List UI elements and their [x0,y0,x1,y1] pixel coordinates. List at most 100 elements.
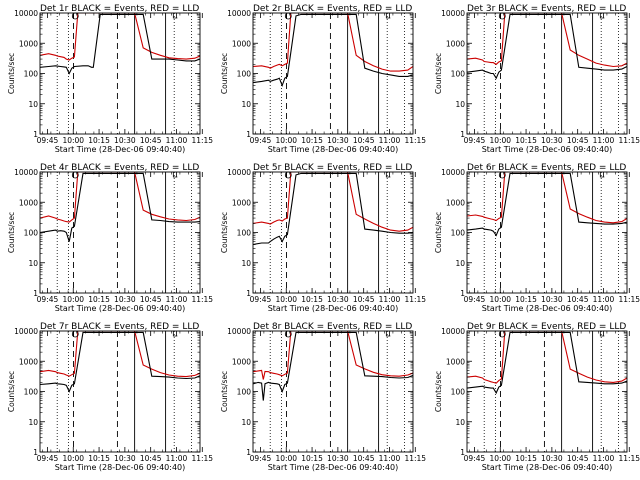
panel-det-1: Det 1r BLACK = Events, RED = LLD 1 10 100 10… [7,4,213,154]
y-axis-label: Counts/sec [220,371,229,412]
series-events [467,331,627,395]
x-tick-label: 09:45 [37,295,59,304]
marker-lines [483,172,619,293]
series-group [40,13,200,75]
panel-title: Det 5r BLACK = Events, RED = LLD [253,163,412,173]
y-tick-label: 10000 [227,327,251,336]
x-tick-label: 10:00 [275,454,297,463]
y-tick-label: 10000 [441,9,465,18]
series-events [253,13,413,88]
panel-title: Det 8r BLACK = Events, RED = LLD [253,322,412,332]
x-tick-label: 10:15 [301,136,323,145]
y-tick-label: 1 [460,448,465,457]
bracket-marker [599,13,605,19]
y-tick-label: 10 [455,259,465,268]
y-tick-label: 1 [33,289,38,298]
x-tick-label: 11:00 [593,295,615,304]
plot-frame [466,330,628,453]
y-tick-label: 10000 [227,168,251,177]
y-axis-label: Counts/sec [434,212,443,253]
x-tick-label: 09:45 [37,136,59,145]
x-tick-label: 11:00 [593,454,615,463]
plot-frame [252,330,414,453]
y-axis-label: Counts/sec [220,212,229,253]
marker-lines [269,331,405,452]
y-tick-label: 1000 [446,357,465,366]
y-tick-label: 1 [33,448,38,457]
y-tick-label: 100 [24,229,39,238]
y-axis-label: Counts/sec [220,53,229,94]
x-axis-label: Start Time (28-Dec-06 09:40:40) [55,304,186,313]
y-tick-label: 10 [28,418,38,427]
x-axis-label: Start Time (28-Dec-06 09:40:40) [482,463,613,472]
y-tick-label: 1 [460,130,465,139]
x-tick-label: 10:30 [327,136,349,145]
x-axis-label: Start Time (28-Dec-06 09:40:40) [268,145,399,154]
panel-det-8: Det 8r BLACK = Events, RED = LLD 1 10 100 10… [220,322,426,472]
y-tick-label: 100 [237,388,252,397]
panel-title: Det 7r BLACK = Events, RED = LLD [40,322,199,332]
series-group [467,331,627,395]
x-tick-label: 10:15 [515,454,537,463]
x-tick-label: 11:15 [618,136,640,145]
x-tick-label: 11:00 [379,454,401,463]
x-tick-label: 10:45 [567,454,589,463]
y-tick-label: 1000 [446,198,465,207]
plot-frame [39,330,201,453]
y-tick-label: 10 [28,259,38,268]
x-tick-label: 10:00 [489,454,511,463]
y-tick-label: 10000 [441,327,465,336]
series-events [253,331,413,401]
series-events [40,13,200,75]
series-lld [467,13,627,68]
x-tick-label: 11:15 [404,136,426,145]
y-tick-label: 100 [451,388,466,397]
x-tick-label: 10:30 [114,136,136,145]
y-tick-label: 10 [241,100,251,109]
y-axis-label: Counts/sec [7,371,16,412]
y-tick-label: 100 [237,229,252,238]
x-tick-label: 11:00 [166,136,188,145]
y-tick-label: 10000 [441,168,465,177]
y-tick-label: 10 [241,418,251,427]
y-axis-label: Counts/sec [7,212,16,253]
x-tick-label: 11:15 [191,454,213,463]
panel-det-4: Det 4r BLACK = Events, RED = LLD 1 10 100 10… [7,163,213,313]
y-tick-label: 100 [24,70,39,79]
y-tick-label: 100 [451,229,466,238]
x-tick-label: 11:15 [404,295,426,304]
panel-title: Det 3r BLACK = Events, RED = LLD [467,4,626,14]
x-tick-label: 10:30 [114,454,136,463]
y-tick-label: 1 [460,289,465,298]
series-events [253,172,413,246]
plot-frame [39,171,201,294]
y-axis-label: Counts/sec [7,53,16,94]
x-tick-label: 10:30 [327,295,349,304]
x-tick-label: 10:45 [140,295,162,304]
y-tick-label: 1000 [446,39,465,48]
y-tick-label: 100 [24,388,39,397]
y-tick-label: 1000 [232,39,251,48]
series-events [467,13,627,80]
bracket-marker [385,13,391,19]
x-tick-label: 10:45 [567,136,589,145]
y-tick-label: 1000 [232,357,251,366]
y-tick-label: 10 [241,259,251,268]
x-tick-label: 11:15 [618,295,640,304]
series-lld [40,331,200,378]
series-events [40,331,200,393]
y-tick-label: 1 [246,448,251,457]
bracket-marker [172,172,178,178]
x-tick-label: 10:45 [353,136,375,145]
x-tick-label: 10:00 [489,136,511,145]
x-tick-label: 11:00 [379,295,401,304]
y-tick-label: 1 [246,130,251,139]
x-tick-label: 10:45 [140,454,162,463]
x-tick-label: 10:45 [140,136,162,145]
x-tick-label: 10:30 [541,136,563,145]
x-tick-label: 10:30 [327,454,349,463]
x-tick-label: 11:00 [379,136,401,145]
series-events [40,172,200,242]
x-tick-label: 11:15 [404,454,426,463]
